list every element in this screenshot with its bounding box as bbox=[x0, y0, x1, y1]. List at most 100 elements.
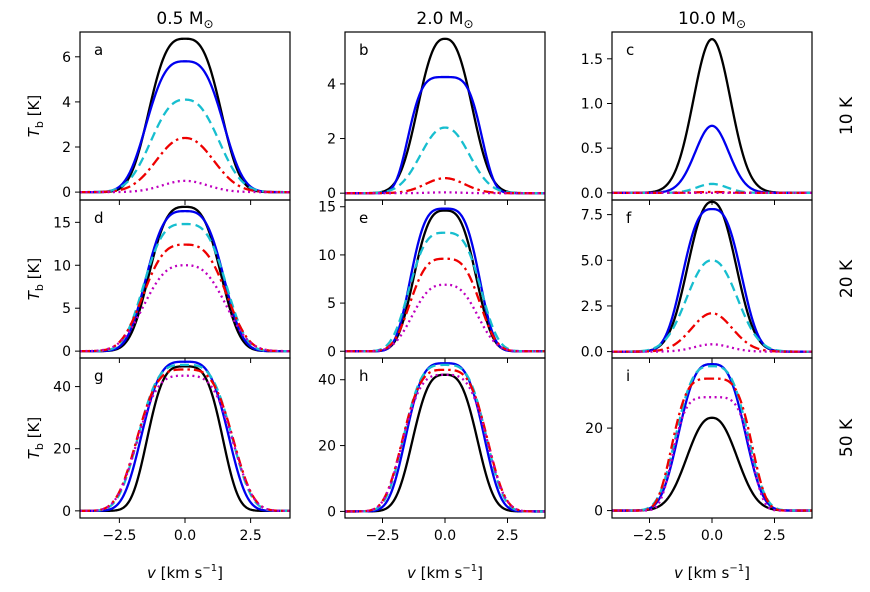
series-s3-line bbox=[345, 231, 545, 353]
panel-b: 0 2 4 b bbox=[327, 31, 546, 205]
panel-letter: g bbox=[94, 367, 104, 385]
series-s2-line bbox=[80, 60, 290, 194]
series-s2-line bbox=[345, 362, 545, 513]
panel-frame bbox=[79, 357, 291, 519]
ytick-label: 7.5 bbox=[581, 208, 603, 224]
series-s5-line bbox=[80, 264, 290, 353]
panel-letter: i bbox=[626, 367, 630, 385]
xtick-label: 2.5 bbox=[239, 528, 261, 544]
panel-e: 0 5 10 15 e bbox=[318, 199, 546, 363]
series-s5-line bbox=[345, 191, 545, 195]
series-s1-line bbox=[80, 365, 290, 512]
ytick-label: 20 bbox=[585, 421, 603, 437]
ytick-label: 0 bbox=[62, 185, 71, 201]
row-label-2: 20 K bbox=[837, 259, 857, 298]
ytick-label: 40 bbox=[53, 380, 71, 396]
series-s2-line bbox=[345, 207, 545, 353]
series-s3-line bbox=[345, 363, 545, 513]
xtick-label: 0.0 bbox=[174, 528, 196, 544]
panel-letter: e bbox=[359, 209, 368, 227]
panel-frame bbox=[611, 199, 813, 359]
series-s4-line bbox=[80, 243, 290, 353]
panel-letter: c bbox=[626, 41, 634, 59]
ytick-label: 0.0 bbox=[581, 186, 603, 202]
ytick-label: 10 bbox=[318, 248, 336, 264]
panel-frame bbox=[344, 31, 546, 201]
series-s1-line bbox=[612, 200, 812, 353]
panel-d: 0 5 10 15 d bbox=[53, 199, 291, 363]
series-s1-line bbox=[345, 37, 545, 195]
xtick-label: −2.5 bbox=[102, 528, 136, 544]
ytick-label: 4 bbox=[62, 95, 71, 111]
panel-letter: b bbox=[359, 41, 369, 59]
panel-h: 0 20 40 −2.5 0.0 2.5 h bbox=[318, 357, 546, 544]
series-s2-line bbox=[80, 210, 290, 353]
column-title-1: 0.5 M⊙ bbox=[156, 9, 213, 31]
ytick-label: 2 bbox=[62, 140, 71, 156]
series-s1-line bbox=[612, 37, 812, 194]
series-s2-line bbox=[345, 75, 545, 195]
panel-letter: a bbox=[94, 41, 103, 59]
series-s3-line bbox=[345, 126, 545, 195]
xtick-label: −2.5 bbox=[366, 528, 400, 544]
series-s3-line bbox=[80, 98, 290, 194]
ytick-label: 0.0 bbox=[581, 345, 603, 361]
series-s4-line bbox=[80, 368, 290, 512]
series-s5-line bbox=[612, 343, 812, 353]
row-label-3: 50 K bbox=[837, 418, 857, 457]
x-axis-label: v [km s−1] bbox=[147, 563, 223, 582]
series-s2-line bbox=[80, 360, 290, 512]
xtick-label: 0.0 bbox=[701, 528, 723, 544]
ytick-label: 15 bbox=[318, 200, 336, 216]
y-axis-label: Tb [K] bbox=[25, 417, 46, 459]
x-axis-label: v [km s−1] bbox=[674, 563, 750, 582]
ytick-label: 0 bbox=[327, 504, 336, 520]
column-title-2: 2.0 M⊙ bbox=[416, 9, 473, 31]
panel-frame bbox=[611, 31, 813, 201]
series-s5-line bbox=[80, 374, 290, 512]
panel-i: 0 20 −2.5 0.0 2.5 i bbox=[585, 357, 813, 544]
ytick-label: 40 bbox=[318, 373, 336, 389]
series-s5-line bbox=[80, 179, 290, 194]
y-axis-label: Tb [K] bbox=[25, 95, 46, 137]
xtick-label: 2.5 bbox=[763, 528, 785, 544]
panel-g: 0 20 40 −2.5 0.0 2.5 g bbox=[53, 357, 291, 544]
ytick-label: 2 bbox=[327, 132, 336, 148]
panel-letter: f bbox=[626, 209, 632, 227]
series-s5-line bbox=[345, 373, 545, 513]
ytick-label: 10 bbox=[53, 258, 71, 274]
ytick-label: 0 bbox=[327, 344, 336, 360]
panel-frame bbox=[344, 199, 546, 359]
xtick-label: 2.5 bbox=[496, 528, 518, 544]
ytick-label: 0 bbox=[327, 186, 336, 202]
ytick-label: 15 bbox=[53, 215, 71, 231]
panel-frame bbox=[79, 31, 291, 201]
series-s4-line bbox=[612, 312, 812, 353]
series-s1-line bbox=[612, 416, 812, 512]
panel-letter: d bbox=[94, 209, 104, 227]
series-s3-line bbox=[80, 363, 290, 512]
column-title-3: 10.0 M⊙ bbox=[678, 9, 746, 31]
panel-letter: h bbox=[359, 367, 369, 385]
y-axis-label: Tb [K] bbox=[25, 258, 46, 300]
panel-f: 0.0 2.5 5.0 7.5 f bbox=[581, 199, 813, 363]
series-s5-line bbox=[345, 283, 545, 353]
ytick-label: 5 bbox=[62, 301, 71, 317]
ytick-label: 0 bbox=[62, 504, 71, 520]
series-s2-line bbox=[612, 207, 812, 353]
series-s3-line bbox=[612, 365, 812, 512]
row-label-1: 10 K bbox=[837, 96, 857, 135]
ytick-label: 20 bbox=[318, 439, 336, 455]
series-s3-line bbox=[612, 259, 812, 353]
series-s4-line bbox=[345, 368, 545, 513]
series-s3-line bbox=[612, 182, 812, 194]
ytick-label: 5 bbox=[327, 296, 336, 312]
ytick-label: 0.5 bbox=[581, 141, 603, 157]
series-s4-line bbox=[80, 136, 290, 194]
panel-frame bbox=[611, 357, 813, 519]
ytick-label: 1.0 bbox=[581, 96, 603, 112]
series-s1-line bbox=[80, 205, 290, 353]
panel-frame bbox=[344, 357, 546, 519]
series-s4-line bbox=[345, 257, 545, 353]
